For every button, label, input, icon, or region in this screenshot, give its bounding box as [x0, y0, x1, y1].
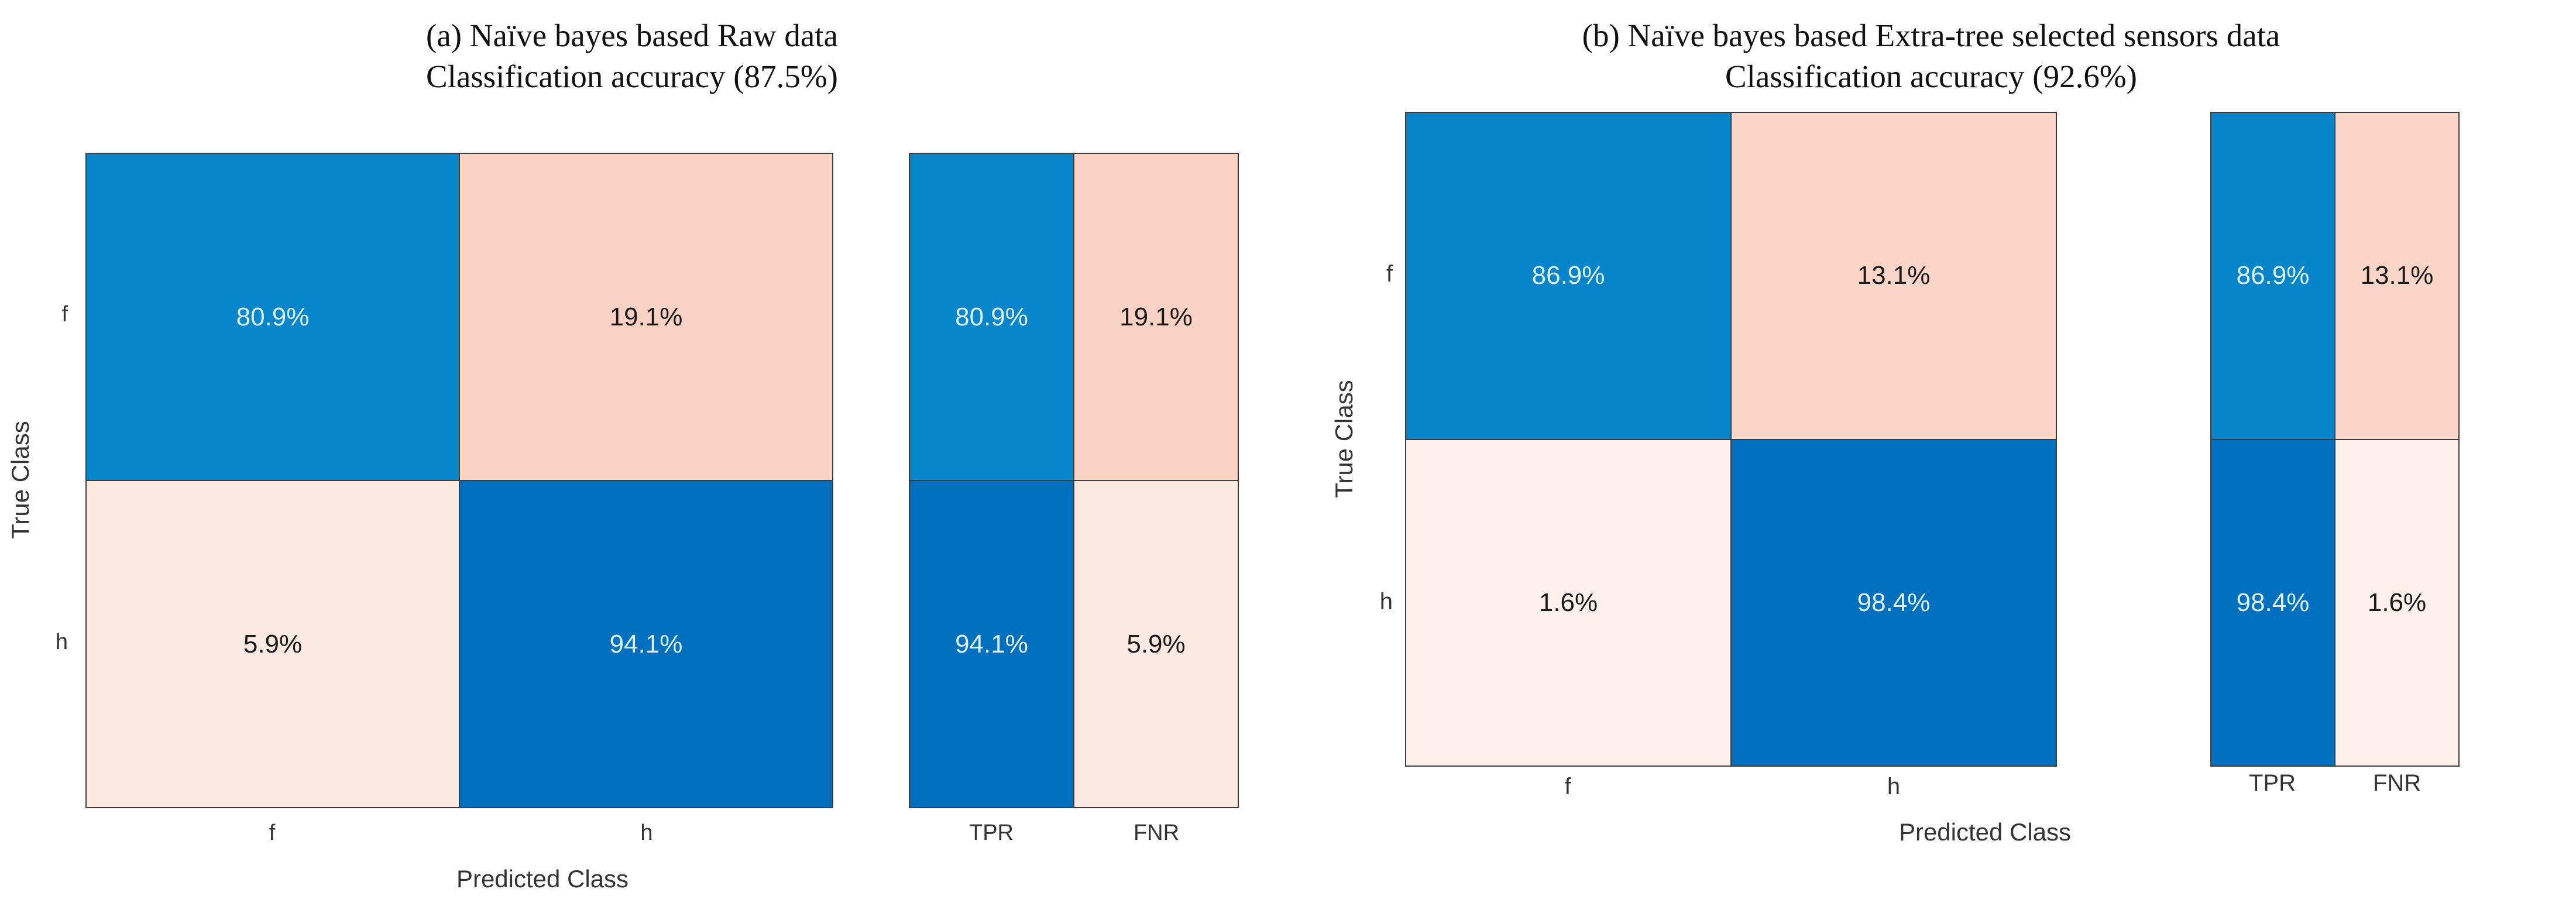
chart-b-cell-h-fnr: 1.6% — [2335, 440, 2458, 766]
chart-a-ytick-f: f — [61, 302, 68, 327]
chart-a-y-axis-label: True Class — [6, 421, 34, 539]
chart-b-summary-tick-fnr: FNR — [2372, 770, 2422, 796]
chart-b-cell-f-f: 86.9% — [1406, 113, 1730, 439]
chart-a-title-line2: Classification accuracy (87.5%) — [425, 59, 839, 94]
chart-a-xtick-h: h — [640, 821, 653, 845]
chart-b-cell-h-h: 98.4% — [1732, 440, 2056, 766]
chart-b-cell-f-h: 13.1% — [1732, 113, 2056, 439]
chart-b-title-line1: (b) Naïve bayes based Extra-tree selecte… — [1582, 18, 2280, 53]
chart-b-title-line2: Classification accuracy (92.6%) — [1725, 59, 2138, 94]
chart-a-cell-h-fnr: 5.9% — [1074, 481, 1238, 807]
chart-b-ytick-f: f — [1386, 261, 1393, 287]
chart-a-x-axis-label: Predicted Class — [456, 865, 629, 893]
chart-b-summary-tick-tpr: TPR — [2249, 770, 2296, 796]
chart-a-cell-f-h: 19.1% — [460, 154, 832, 480]
chart-a-confusion-matrix: 80.9% 19.1% 5.9% 94.1% — [85, 153, 833, 808]
chart-b-x-axis-label: Predicted Class — [1898, 818, 2072, 846]
chart-b-xtick-f: f — [1564, 774, 1571, 799]
chart-a-summary-tick-tpr: TPR — [969, 821, 1014, 845]
chart-a-cell-h-h: 94.1% — [460, 481, 832, 807]
chart-a-cell-h-f: 5.9% — [87, 481, 459, 807]
chart-a-title-line1: (a) Naïve bayes based Raw data — [426, 18, 838, 53]
chart-b-summary-panel: 86.9% 13.1% 98.4% 1.6% — [2210, 112, 2460, 767]
chart-a-cell-h-tpr: 94.1% — [910, 481, 1073, 807]
chart-a-summary-tick-fnr: FNR — [1133, 821, 1180, 845]
chart-b-cell-h-f: 1.6% — [1406, 440, 1730, 766]
chart-b-cell-f-fnr: 13.1% — [2335, 113, 2458, 439]
chart-a-cell-f-f: 80.9% — [87, 154, 459, 480]
chart-b-xtick-h: h — [1887, 774, 1901, 799]
chart-a-title: (a) Naïve bayes based Raw data Classific… — [105, 15, 1159, 97]
chart-b-title: (b) Naïve bayes based Extra-tree selecte… — [1404, 15, 2458, 97]
chart-b-ytick-h: h — [1379, 589, 1393, 615]
chart-b-cell-f-tpr: 86.9% — [2211, 113, 2334, 439]
chart-a-ytick-h: h — [55, 630, 68, 654]
chart-b-cell-h-tpr: 98.4% — [2211, 440, 2334, 766]
chart-a-cell-f-fnr: 19.1% — [1074, 154, 1238, 480]
chart-b-confusion-matrix: 86.9% 13.1% 1.6% 98.4% — [1405, 112, 2057, 767]
chart-a-cell-f-tpr: 80.9% — [910, 154, 1073, 480]
chart-b-y-axis-label: True Class — [1330, 380, 1358, 498]
chart-a-summary-panel: 80.9% 19.1% 94.1% 5.9% — [909, 153, 1239, 808]
chart-a-xtick-f: f — [269, 821, 276, 845]
